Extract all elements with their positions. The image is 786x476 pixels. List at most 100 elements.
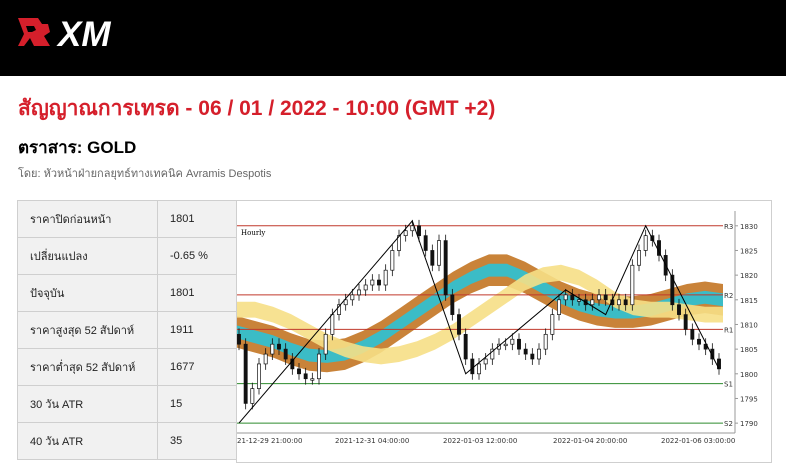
candle-body <box>490 348 495 360</box>
price-chart-svg: R3 R2 R1 S1 S2 1790 1795 1800 1805 1810 1815 1820 18… <box>237 211 758 445</box>
candle-body <box>450 294 455 315</box>
stats-label: 40 วัน ATR <box>17 422 158 460</box>
candle-body <box>417 225 421 237</box>
candle-body <box>370 279 375 286</box>
stats-row: เปลี่ยนแปลง -0.65 % <box>17 237 238 275</box>
x-tick-label: 21-12-29 21:00:00 <box>237 437 302 445</box>
candle-body <box>477 363 481 375</box>
stats-value: -0.65 % <box>157 237 238 275</box>
stats-value: 35 <box>157 422 238 460</box>
candle-body <box>617 299 621 306</box>
stats-value: 15 <box>157 385 238 423</box>
stats-label: เปลี่ยนแปลง <box>17 237 158 275</box>
candle-body <box>377 279 381 286</box>
candle-body <box>677 304 681 315</box>
level-label-r2: R2 <box>724 292 733 300</box>
level-label-s2: S2 <box>724 420 733 428</box>
instrument-heading: ตราสาร: GOLD <box>18 138 137 157</box>
candle-body <box>290 358 295 370</box>
level-label-r1: R1 <box>724 326 733 334</box>
candle-body <box>643 235 648 251</box>
y-tick-label: 1805 <box>740 346 758 354</box>
y-tick-label: 1830 <box>740 223 758 231</box>
zigzag-line <box>238 219 720 424</box>
stats-row: ราคาต่ำสุด 52 สัปดาห์ 1677 <box>17 348 238 386</box>
candle-body <box>283 348 288 360</box>
x-tick-label: 2022-01-06 03:00:00 <box>661 437 735 445</box>
stats-value: 1801 <box>157 200 238 238</box>
candle-body <box>463 333 468 360</box>
candle-body <box>277 343 281 350</box>
x-tick-label: 2021-12-31 04:00:00 <box>335 437 409 445</box>
stats-row: 40 วัน ATR 35 <box>17 422 238 460</box>
candle-body <box>577 299 581 302</box>
candle-body <box>243 343 248 404</box>
candle-body <box>303 373 308 380</box>
stats-value: 1911 <box>157 311 238 349</box>
candle-body <box>390 250 395 271</box>
candle-body <box>637 250 641 266</box>
stats-value: 1677 <box>157 348 238 386</box>
candle-body <box>257 363 261 389</box>
candle-body <box>310 378 315 381</box>
y-tick-label: 1795 <box>740 395 758 403</box>
level-label-s1: S1 <box>724 381 733 389</box>
logo-text: XM <box>56 15 111 52</box>
candle-body <box>503 343 508 347</box>
candle-body <box>330 314 335 335</box>
candle-body <box>337 304 341 315</box>
candle-body <box>263 353 268 365</box>
candle-body <box>530 353 535 360</box>
timeframe-label: Hourly <box>241 229 265 237</box>
candle-body <box>630 264 635 306</box>
xm-logo-mark: XM <box>18 15 111 52</box>
stats-row: ราคาสูงสุด 52 สัปดาห์ 1911 <box>17 311 238 349</box>
y-tick-label: 1820 <box>740 272 758 280</box>
y-tick-label: 1825 <box>740 247 758 255</box>
candle-body <box>483 358 488 365</box>
candle-body <box>697 338 701 345</box>
site-header: XM <box>0 0 786 76</box>
candle-body <box>437 240 441 266</box>
stats-table: ราคาปิดก่อนหน้า 1801 เปลี่ยนแปลง -0.65 % ปัจ… <box>17 200 238 460</box>
stats-label: ราคาสูงสุด 52 สัปดาห์ <box>17 311 158 349</box>
candle-body <box>597 294 601 301</box>
candle-body <box>690 329 695 340</box>
y-tick-label: 1810 <box>740 321 758 329</box>
candle-body <box>423 235 428 251</box>
candle-body <box>317 353 321 380</box>
candle-body <box>517 338 521 350</box>
stats-row: ราคาปิดก่อนหน้า 1801 <box>17 200 238 238</box>
candle-body <box>350 294 355 301</box>
candle-body <box>250 388 255 404</box>
candle-body <box>363 284 368 291</box>
stats-label: 30 วัน ATR <box>17 385 158 423</box>
page-title: สัญญาณการเทรด - 06 / 01 / 2022 - 10:00 (… <box>18 97 496 120</box>
candle-body <box>457 314 461 335</box>
stats-value: 1801 <box>157 274 238 312</box>
stats-label: ราคาต่ำสุด 52 สัปดาห์ <box>17 348 158 386</box>
candle-body <box>343 299 348 306</box>
stats-row: 30 วัน ATR 15 <box>17 385 238 423</box>
candle-body <box>590 299 595 306</box>
author-line: โดย: หัวหน้าฝ่ายกลยุทธ์ทางเทคนิค Avramis… <box>18 168 272 180</box>
y-tick-label: 1790 <box>740 420 758 428</box>
candle-body <box>710 348 715 360</box>
candle-body <box>383 269 388 286</box>
xm-logo[interactable]: XM <box>16 12 136 52</box>
stats-label: ราคาปิดก่อนหน้า <box>17 200 158 238</box>
candle-body <box>550 314 555 335</box>
y-tick-label: 1815 <box>740 297 758 305</box>
candle-body <box>323 333 328 355</box>
candle-body <box>510 338 515 345</box>
candle-body <box>537 348 541 360</box>
candle-body <box>603 294 608 301</box>
band-slow <box>237 264 723 365</box>
candle-body <box>237 333 241 345</box>
candle-body <box>470 358 475 375</box>
candle-body <box>623 299 628 306</box>
level-label-r3: R3 <box>724 223 733 231</box>
candle-body <box>683 314 688 330</box>
y-tick-label: 1800 <box>740 371 758 379</box>
candle-body <box>557 299 561 315</box>
